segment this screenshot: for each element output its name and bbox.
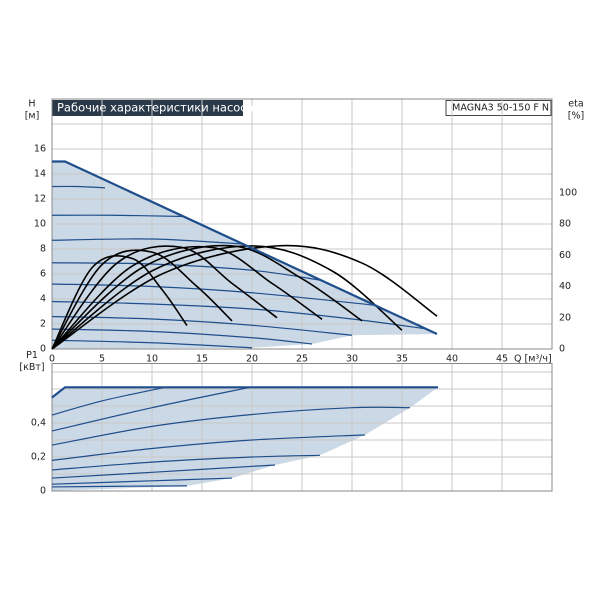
x-tick-label: 5 bbox=[99, 354, 105, 365]
y2-axis-unit: [%] bbox=[568, 111, 584, 122]
x-tick-label: 15 bbox=[196, 354, 208, 365]
model-label: MAGNA3 50-150 F N bbox=[452, 103, 549, 114]
y-axis-label: H bbox=[28, 99, 35, 110]
max-curve bbox=[52, 160, 438, 335]
efficiency-curve bbox=[51, 244, 438, 350]
efficiency-curve bbox=[51, 245, 323, 350]
curve bbox=[51, 485, 188, 488]
y-tick-label: 6 bbox=[40, 269, 46, 280]
curve bbox=[51, 262, 322, 281]
y-tick-label: 14 bbox=[34, 169, 46, 180]
curve bbox=[51, 238, 244, 245]
curve bbox=[51, 328, 313, 345]
curve bbox=[51, 434, 366, 461]
curve bbox=[51, 454, 321, 471]
x-tick-label: 0 bbox=[49, 354, 55, 365]
shaded-area bbox=[52, 387, 438, 491]
x-tick-label: 40 bbox=[446, 354, 458, 365]
y-tick-label: 0,2 bbox=[31, 452, 46, 463]
y-tick-label: 12 bbox=[34, 194, 46, 205]
chart-title: Рабочие характеристики насоса bbox=[57, 101, 254, 115]
curve bbox=[51, 339, 253, 349]
y-tick-label: 0 bbox=[40, 344, 46, 355]
y-axis-unit: [кВт] bbox=[19, 362, 44, 373]
x-tick-label: 20 bbox=[246, 354, 258, 365]
x-tick-label: 30 bbox=[346, 354, 358, 365]
y2-tick-label: 20 bbox=[559, 312, 571, 323]
title-box bbox=[52, 100, 243, 116]
y2-axis-label: eta bbox=[568, 99, 583, 110]
x-tick-label: 10 bbox=[146, 354, 158, 365]
y2-tick-label: 100 bbox=[559, 187, 577, 198]
curve bbox=[51, 315, 353, 336]
plot-frame bbox=[51, 363, 553, 492]
curve bbox=[51, 464, 276, 479]
x-axis-label: Q [м³/ч] bbox=[514, 354, 552, 365]
efficiency-curve bbox=[51, 244, 363, 350]
curve bbox=[51, 477, 233, 485]
y-tick-label: 0 bbox=[40, 486, 46, 497]
efficiency-curve bbox=[51, 254, 188, 350]
max-curve bbox=[51, 386, 438, 399]
y-axis-unit: [м] bbox=[25, 111, 40, 122]
efficiency-curve bbox=[51, 245, 278, 350]
y-tick-label: 16 bbox=[34, 144, 46, 155]
y2-tick-label: 60 bbox=[559, 250, 571, 261]
y-tick-label: 2 bbox=[40, 319, 46, 330]
y-axis-label: P1 bbox=[26, 350, 38, 361]
y-tick-label: 0,4 bbox=[31, 418, 46, 429]
y-tick-label: 8 bbox=[40, 244, 46, 255]
model-box bbox=[445, 100, 552, 116]
x-tick-label: 45 bbox=[496, 354, 508, 365]
curve bbox=[51, 214, 185, 218]
curve bbox=[51, 386, 251, 432]
y-tick-label: 4 bbox=[40, 294, 46, 305]
x-tick-label: 35 bbox=[396, 354, 408, 365]
curve bbox=[51, 185, 106, 189]
curve bbox=[51, 386, 166, 416]
efficiency-curve bbox=[51, 249, 233, 350]
plot-frame bbox=[51, 98, 553, 350]
curve bbox=[51, 406, 411, 446]
y-tick-label: 10 bbox=[34, 219, 46, 230]
x-tick-label: 25 bbox=[296, 354, 308, 365]
y2-tick-label: 80 bbox=[559, 219, 571, 230]
y2-tick-label: 40 bbox=[559, 281, 571, 292]
y2-tick-label: 0 bbox=[559, 344, 565, 355]
